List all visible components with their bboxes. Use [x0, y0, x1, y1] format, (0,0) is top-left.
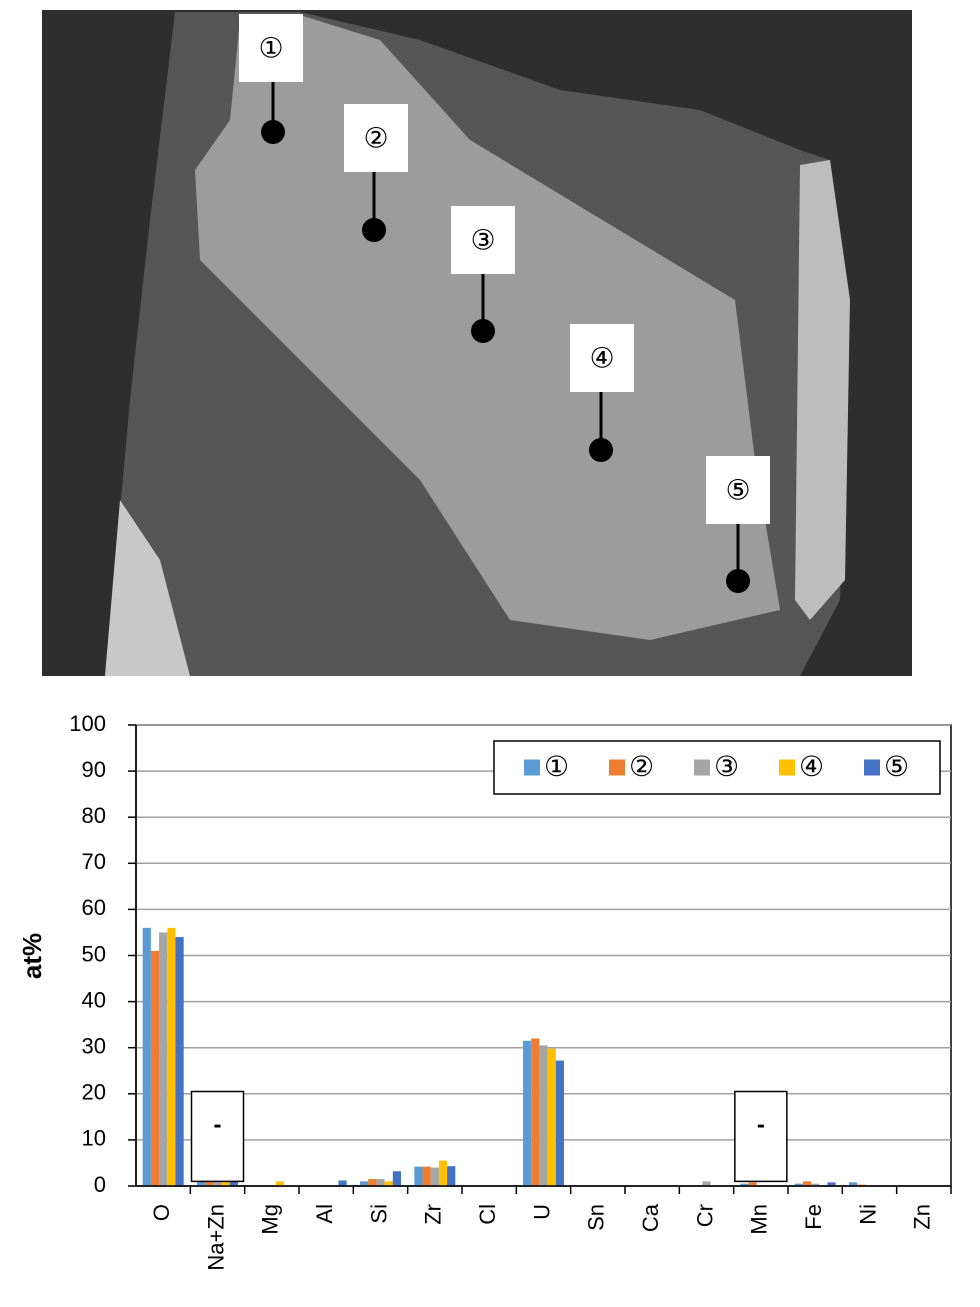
y-tick-label: 70	[82, 849, 106, 874]
label-box	[570, 324, 634, 392]
bar	[150, 950, 160, 1186]
bar	[802, 1181, 812, 1186]
point-marker	[362, 218, 386, 242]
bar	[229, 1181, 238, 1186]
bar	[275, 1181, 285, 1186]
y-tick-label: 0	[94, 1172, 106, 1197]
x-tick-label: Sn	[584, 1204, 609, 1231]
point-label: ①	[258, 32, 283, 65]
edge-layer	[795, 160, 850, 620]
x-tick-label: Mg	[258, 1204, 283, 1235]
bar	[827, 1182, 836, 1186]
x-tick-label: Ca	[638, 1203, 663, 1232]
x-tick-label: Al	[312, 1204, 337, 1224]
bar	[221, 1181, 230, 1186]
bar	[547, 1048, 556, 1186]
x-tick-label: Fe	[801, 1204, 826, 1230]
legend-label: ①	[544, 750, 569, 783]
bar	[531, 1038, 540, 1186]
bar	[167, 927, 176, 1186]
annotation-text: -	[757, 1111, 765, 1138]
y-tick-label: 100	[69, 711, 106, 736]
bar	[384, 1181, 393, 1186]
bar	[213, 1181, 222, 1186]
bar	[142, 927, 151, 1186]
bar	[748, 1182, 757, 1186]
legend-swatch	[779, 759, 795, 776]
point-marker	[261, 120, 285, 144]
bar	[197, 1181, 206, 1186]
point-marker	[726, 569, 750, 593]
bar	[539, 1045, 548, 1186]
bright-edge	[105, 500, 190, 676]
x-tick-label: Mn	[747, 1204, 772, 1235]
bar	[159, 932, 168, 1186]
point-label: ③	[470, 224, 495, 257]
legend-label: ⑤	[884, 750, 909, 783]
bar	[175, 937, 184, 1186]
legend-swatch	[864, 759, 880, 776]
bar	[360, 1181, 369, 1186]
bar	[430, 1167, 439, 1186]
bar	[422, 1166, 431, 1186]
legend-label: ③	[714, 750, 739, 783]
point-marker	[589, 438, 613, 462]
y-tick-label: 10	[82, 1126, 106, 1151]
bar	[811, 1183, 820, 1186]
bar	[849, 1182, 858, 1186]
legend-swatch	[524, 759, 540, 776]
bar	[438, 1160, 448, 1186]
bar	[794, 1183, 803, 1186]
bar	[368, 1179, 377, 1186]
x-tick-label: Zr	[421, 1204, 446, 1225]
label-box	[451, 206, 515, 274]
y-tick-label: 30	[82, 1034, 106, 1059]
legend-label: ②	[629, 750, 654, 783]
legend-swatch	[694, 759, 710, 776]
sem-image	[42, 10, 912, 676]
x-tick-label: U	[529, 1204, 554, 1220]
annotation-box	[190, 1090, 245, 1183]
point-label: ②	[363, 122, 388, 155]
point-marker	[471, 319, 495, 343]
y-tick-label: 60	[82, 895, 106, 920]
bar	[740, 1183, 749, 1186]
bar	[338, 1180, 347, 1186]
y-axis-label: at%	[17, 933, 47, 979]
point-label: ⑤	[725, 474, 750, 507]
x-tick-label: Cl	[475, 1204, 500, 1225]
bar	[523, 1040, 532, 1186]
label-box	[239, 14, 303, 82]
y-tick-label: 80	[82, 803, 106, 828]
y-tick-label: 50	[82, 941, 106, 966]
label-box	[344, 104, 408, 172]
bar	[205, 1181, 214, 1186]
point-label: ④	[589, 342, 614, 375]
bar	[414, 1166, 423, 1186]
legend-swatch	[609, 759, 625, 776]
label-box	[706, 456, 770, 524]
bar	[702, 1181, 711, 1186]
y-tick-label: 40	[82, 987, 106, 1012]
bar	[376, 1179, 385, 1186]
y-tick-label: 90	[82, 757, 106, 782]
legend-label: ④	[799, 750, 824, 783]
x-tick-label: Ni	[855, 1204, 880, 1225]
x-tick-label: Cr	[692, 1204, 717, 1227]
bar	[392, 1171, 401, 1186]
x-tick-label: Na+Zn	[203, 1204, 228, 1271]
bar	[555, 1060, 564, 1186]
bar	[447, 1166, 456, 1186]
y-tick-label: 20	[82, 1080, 106, 1105]
annotation-text: -	[214, 1111, 222, 1138]
x-tick-label: O	[149, 1204, 174, 1221]
annotation-box	[734, 1090, 788, 1183]
x-tick-label: Si	[366, 1204, 391, 1224]
x-tick-label: Zn	[910, 1204, 935, 1230]
